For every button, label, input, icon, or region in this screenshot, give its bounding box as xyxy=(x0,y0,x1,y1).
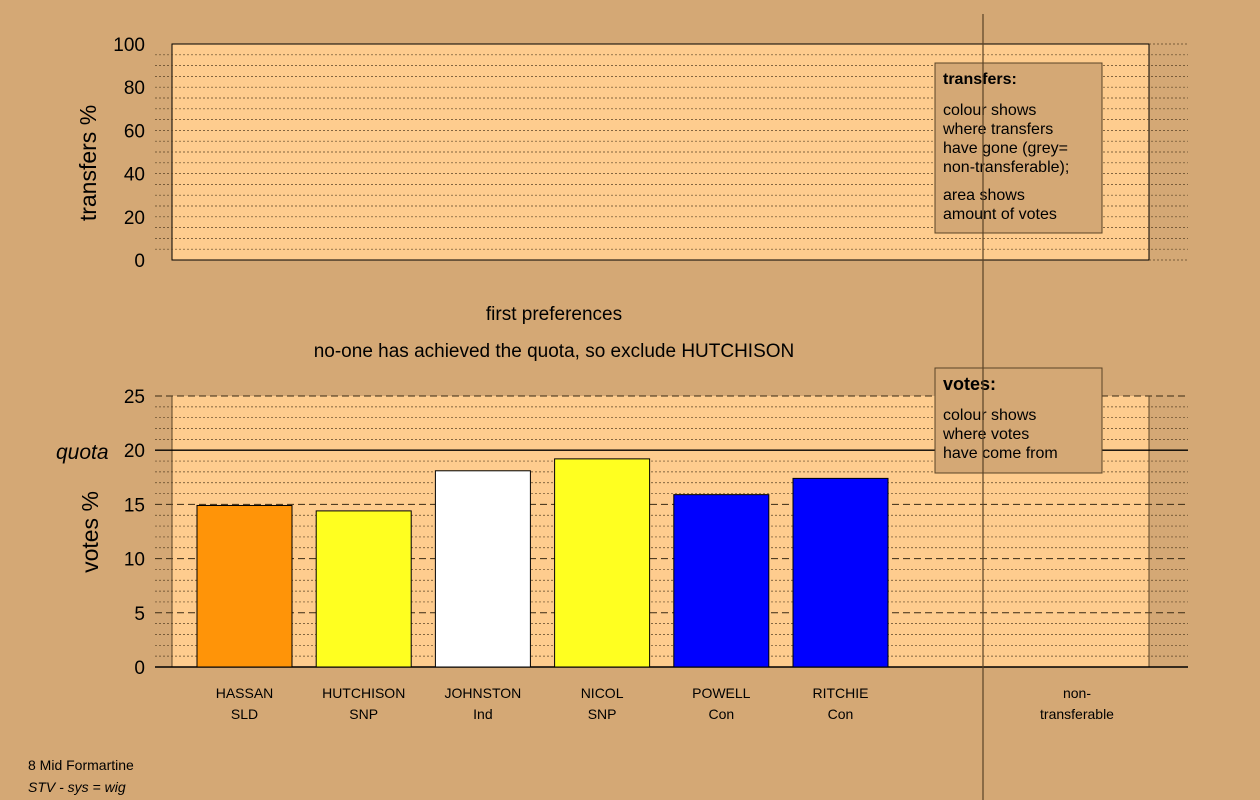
non-transferable-label-2: transferable xyxy=(1040,706,1114,722)
transfers-tick-label: 80 xyxy=(124,78,145,99)
candidate-party-label: SLD xyxy=(231,706,258,722)
candidate-party-label: Ind xyxy=(473,706,492,722)
transfers-tick-label: 40 xyxy=(124,165,145,186)
transfers-legend-box xyxy=(934,62,1103,234)
caption-stage: first preferences xyxy=(486,304,622,325)
non-transferable-label-1: non- xyxy=(1063,685,1091,701)
vote-bar xyxy=(792,477,889,668)
votes-legend-text: colour shows where votes have come from xyxy=(942,407,1058,462)
candidate-party-label: Con xyxy=(828,706,854,722)
transfers-axis-label: transfers % xyxy=(75,105,101,221)
vote-bar xyxy=(434,470,531,668)
candidate-name-label: JOHNSTON xyxy=(445,685,522,701)
vote-bar xyxy=(554,458,651,668)
transfers-legend-line: non-transferable); xyxy=(943,159,1069,176)
votes-legend-line: where votes xyxy=(942,426,1029,443)
transfers-legend-line: amount of votes xyxy=(943,206,1057,223)
candidate-party-label: Con xyxy=(708,706,734,722)
candidate-party-label: SNP xyxy=(588,706,617,722)
votes-legend-box xyxy=(934,367,1103,474)
footer-ward: 8 Mid Formartine xyxy=(28,757,134,773)
votes-tick-label: 25 xyxy=(124,387,145,408)
votes-axis-label: votes % xyxy=(77,491,103,573)
caption-action: no-one has achieved the quota, so exclud… xyxy=(314,341,795,362)
votes-tick-label: 15 xyxy=(124,495,145,516)
candidate-name-label: HUTCHISON xyxy=(322,685,405,701)
transfers-legend-line: colour shows xyxy=(943,102,1036,119)
transfers-tick-label: 20 xyxy=(124,208,145,229)
vote-bar xyxy=(673,494,770,668)
votes-tick-label: 20 xyxy=(124,441,145,462)
votes-tick-label: 5 xyxy=(134,604,145,625)
candidate-name-label: RITCHIE xyxy=(813,685,869,701)
transfers-tick-labels: 0 20 40 60 80 100 xyxy=(113,35,145,272)
vote-bar xyxy=(196,504,293,668)
votes-legend: votes: colour shows where votes have come … xyxy=(934,367,1103,474)
transfers-legend-title: transfers: xyxy=(943,71,1017,88)
footer-system: STV - sys = wig xyxy=(28,779,126,795)
candidate-labels: HASSAN SLD HUTCHISON SNP JOHNSTON Ind NICOL SNP… xyxy=(216,685,869,722)
transfers-legend-text: colour shows where transfers have gone (gr… xyxy=(942,102,1069,223)
votes-tick-labels: 0 5 10 15 20 25 xyxy=(124,387,145,679)
transfers-tick-label: 100 xyxy=(113,35,145,56)
votes-legend-title: votes: xyxy=(943,374,996,394)
votes-tick-label: 0 xyxy=(134,658,145,679)
transfers-legend: transfers: colour shows where transfers ha… xyxy=(934,62,1103,234)
quota-label: quota xyxy=(56,441,109,464)
vote-bar xyxy=(315,510,412,668)
votes-legend-line: have come from xyxy=(943,445,1058,462)
transfers-tick-label: 60 xyxy=(124,121,145,142)
transfers-legend-line: have gone (grey= xyxy=(943,140,1068,157)
transfers-legend-line: where transfers xyxy=(942,121,1053,138)
candidate-party-label: SNP xyxy=(349,706,378,722)
candidate-name-label: NICOL xyxy=(581,685,624,701)
vote-bars xyxy=(196,458,889,668)
votes-tick-label: 10 xyxy=(124,550,145,571)
transfers-legend-line: area shows xyxy=(943,187,1025,204)
transfers-tick-label: 0 xyxy=(134,251,145,272)
candidate-name-label: HASSAN xyxy=(216,685,274,701)
votes-legend-line: colour shows xyxy=(943,407,1036,424)
candidate-name-label: POWELL xyxy=(692,685,751,701)
